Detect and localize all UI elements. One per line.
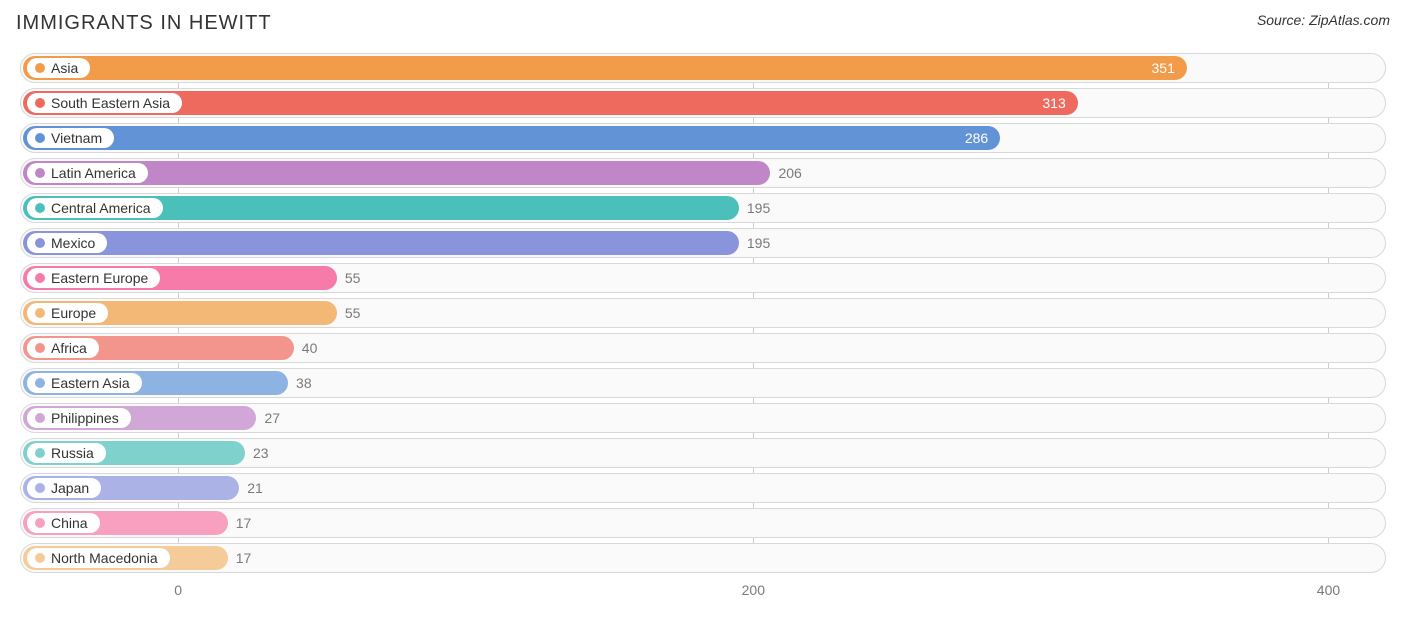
bar-label: South Eastern Asia: [51, 95, 170, 111]
bar-label: Central America: [51, 200, 151, 216]
bar-color-dot: [35, 273, 45, 283]
bar-color-dot: [35, 98, 45, 108]
bar-value: 17: [236, 509, 252, 537]
bar-row: Russia 23: [20, 438, 1386, 468]
bar-fill: [23, 231, 739, 255]
bar-row: Asia 351: [20, 53, 1386, 83]
bar-label-pill: China: [27, 513, 100, 533]
bar-label: Asia: [51, 60, 78, 76]
bar-fill: [23, 56, 1187, 80]
x-tick: 200: [742, 582, 765, 598]
bar-color-dot: [35, 553, 45, 563]
bar-color-dot: [35, 238, 45, 248]
bar-color-dot: [35, 308, 45, 318]
bar-label: Mexico: [51, 235, 95, 251]
bar-color-dot: [35, 343, 45, 353]
bar-row: Latin America 206: [20, 158, 1386, 188]
chart-plot: Asia 351 South Eastern Asia 313 Vietnam 286 La…: [20, 53, 1386, 573]
bar-label-pill: Philippines: [27, 408, 131, 428]
bar-color-dot: [35, 133, 45, 143]
bar-label-pill: Russia: [27, 443, 106, 463]
bar-label-pill: Africa: [27, 338, 99, 358]
bar-value: 55: [345, 264, 361, 292]
bar-label: Eastern Asia: [51, 375, 130, 391]
bar-label: Africa: [51, 340, 87, 356]
bar-label-pill: Latin America: [27, 163, 148, 183]
chart-header: IMMIGRANTS IN HEWITT Source: ZipAtlas.co…: [16, 12, 1390, 35]
bar-row: China 17: [20, 508, 1386, 538]
bar-label-pill: Europe: [27, 303, 108, 323]
bar-label: China: [51, 515, 88, 531]
bar-row: South Eastern Asia 313: [20, 88, 1386, 118]
bar-color-dot: [35, 378, 45, 388]
bar-color-dot: [35, 63, 45, 73]
bar-fill: [23, 126, 1000, 150]
chart-title: IMMIGRANTS IN HEWITT: [16, 12, 272, 35]
bar-color-dot: [35, 483, 45, 493]
bar-label: Vietnam: [51, 130, 102, 146]
bar-label-pill: Eastern Asia: [27, 373, 142, 393]
bar-color-dot: [35, 448, 45, 458]
bar-value: 38: [296, 369, 312, 397]
bar-label-pill: Mexico: [27, 233, 107, 253]
bar-value: 17: [236, 544, 252, 572]
bar-color-dot: [35, 518, 45, 528]
bar-label-pill: Vietnam: [27, 128, 114, 148]
bar-label-pill: South Eastern Asia: [27, 93, 182, 113]
bar-row: Japan 21: [20, 473, 1386, 503]
bar-row: Vietnam 286: [20, 123, 1386, 153]
bar-row: Mexico 195: [20, 228, 1386, 258]
bar-row: Eastern Europe 55: [20, 263, 1386, 293]
bar-label: North Macedonia: [51, 550, 158, 566]
bar-row: North Macedonia 17: [20, 543, 1386, 573]
chart-source: Source: ZipAtlas.com: [1257, 12, 1390, 28]
bar-label-pill: Central America: [27, 198, 163, 218]
bar-value: 286: [965, 124, 988, 152]
bar-color-dot: [35, 203, 45, 213]
bar-label: Latin America: [51, 165, 136, 181]
bar-color-dot: [35, 413, 45, 423]
bar-color-dot: [35, 168, 45, 178]
bar-value: 21: [247, 474, 263, 502]
bar-label: Japan: [51, 480, 89, 496]
bar-row: Central America 195: [20, 193, 1386, 223]
bar-label-pill: North Macedonia: [27, 548, 170, 568]
x-axis: 0 200 400: [20, 578, 1386, 602]
bar-label-pill: Japan: [27, 478, 101, 498]
bar-label: Philippines: [51, 410, 119, 426]
bar-label: Eastern Europe: [51, 270, 148, 286]
bar-row: Europe 55: [20, 298, 1386, 328]
bar-label-pill: Eastern Europe: [27, 268, 160, 288]
bar-value: 195: [747, 194, 770, 222]
bar-value: 206: [778, 159, 801, 187]
bar-value: 23: [253, 439, 269, 467]
x-tick: 0: [174, 582, 182, 598]
bar-label: Europe: [51, 305, 96, 321]
x-tick: 400: [1317, 582, 1340, 598]
bar-label: Russia: [51, 445, 94, 461]
bar-row: Africa 40: [20, 333, 1386, 363]
chart-area: Asia 351 South Eastern Asia 313 Vietnam 286 La…: [16, 53, 1390, 630]
bar-value: 40: [302, 334, 318, 362]
bar-value: 313: [1042, 89, 1065, 117]
bar-value: 55: [345, 299, 361, 327]
bar-row: Eastern Asia 38: [20, 368, 1386, 398]
bar-value: 351: [1152, 54, 1175, 82]
bar-row: Philippines 27: [20, 403, 1386, 433]
bar-label-pill: Asia: [27, 58, 90, 78]
bar-value: 195: [747, 229, 770, 257]
bar-value: 27: [264, 404, 280, 432]
